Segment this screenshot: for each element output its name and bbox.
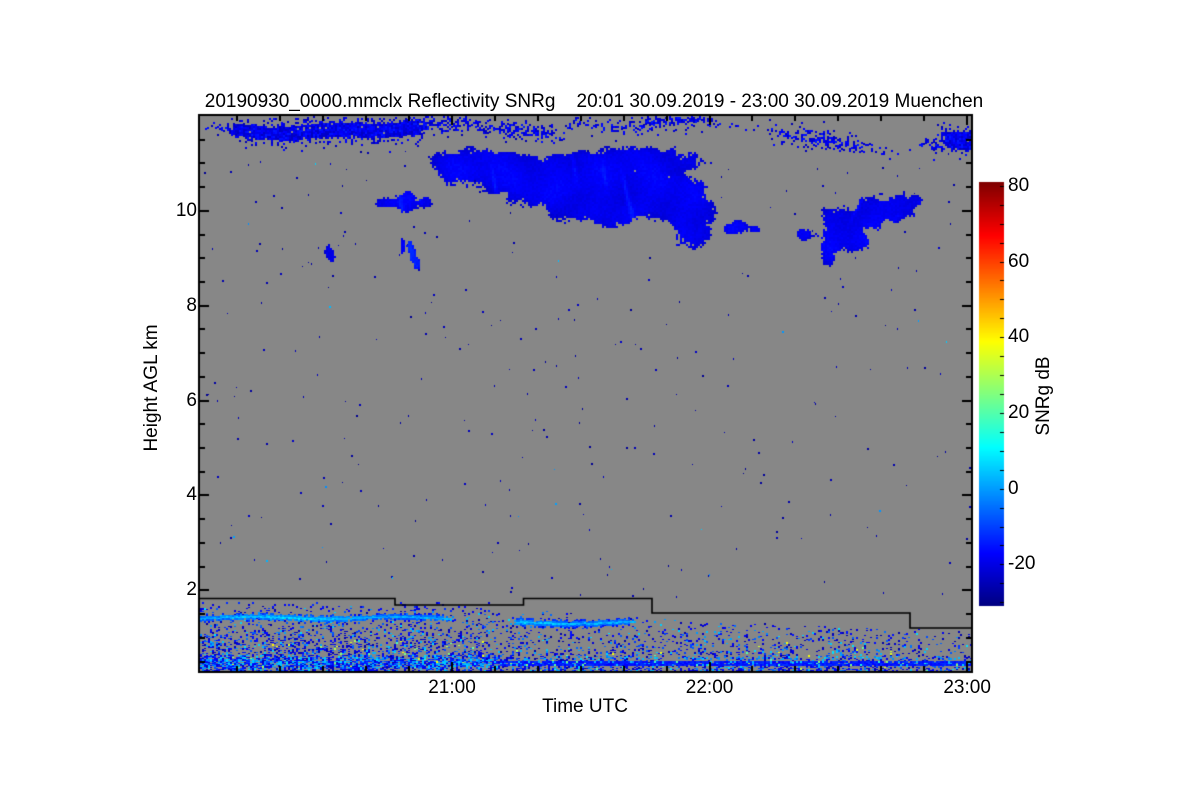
colorbar-tick-label-0: 0 — [1008, 477, 1019, 499]
colorbar-tick-label-20: 20 — [1008, 401, 1030, 423]
colorbar-tick-label-60: 60 — [1008, 250, 1030, 272]
y-tick-label-6: 6 — [186, 389, 197, 411]
y-tick-label-4: 4 — [186, 484, 197, 506]
x-axis-title: Time UTC — [542, 696, 628, 717]
x-tick-label-2200: 22:00 — [685, 677, 734, 698]
x-tick-label-2100: 21:00 — [428, 677, 476, 698]
y-axis-title: Height AGL km — [141, 324, 162, 452]
x-tick-label-2300: 23:00 — [943, 677, 991, 698]
y-tick-label-8: 8 — [186, 294, 197, 316]
colorbar-tick-label-40: 40 — [1008, 326, 1030, 348]
colorbar-tick-label-80: 80 — [1008, 174, 1030, 196]
y-tick-label-2: 2 — [186, 579, 197, 601]
y-tick-label-10: 10 — [175, 199, 197, 221]
colorbar-title: SNRg dB — [1033, 356, 1054, 436]
chart-title: 20190930_0000.mmclx Reflectivity SNRg 20… — [204, 91, 984, 112]
colorbar-tick-label--20: -20 — [1008, 553, 1036, 575]
